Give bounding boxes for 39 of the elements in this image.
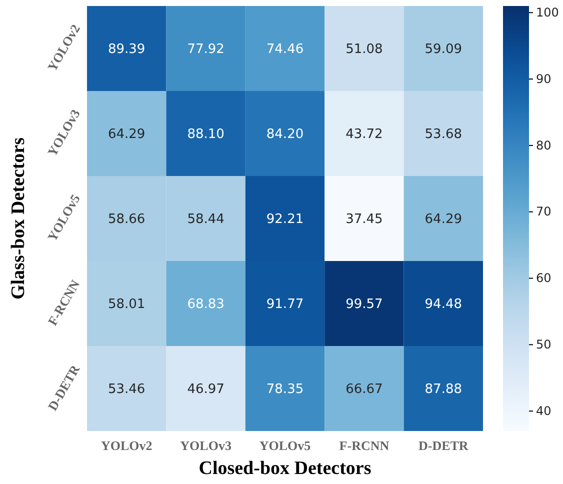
color-bar-label: 60	[536, 271, 552, 286]
data-label: 64.29	[108, 127, 146, 142]
x-tick-label: YOLOv3	[180, 438, 232, 454]
data-label: 87.88	[424, 382, 462, 398]
data-label: 92.21	[266, 212, 304, 228]
y-axis-title: Glass-box Detectors	[8, 138, 29, 300]
color-bar-label: 100	[536, 5, 559, 20]
data-label: 78.35	[266, 382, 304, 398]
color-bar-label: 90	[536, 72, 552, 86]
data-label: 58.66	[108, 212, 146, 228]
data-label: 46.97	[187, 382, 224, 398]
color-bar-label: 50	[536, 338, 552, 352]
data-label: 99.57	[346, 297, 383, 312]
x-axis-title: Closed-box Detectors	[198, 458, 372, 479]
x-tick-label: F-RCNN	[339, 438, 390, 454]
data-label: 91.77	[266, 297, 304, 312]
data-label: 88.10	[187, 127, 224, 142]
data-label: 37.45	[346, 212, 383, 228]
color-bar-label: 40	[536, 404, 552, 418]
data-label: 64.29	[424, 212, 462, 228]
data-label: 84.20	[266, 127, 304, 142]
x-tick-label: YOLOv2	[100, 438, 152, 454]
color-bar-label: 70	[536, 204, 552, 219]
data-label: 53.46	[108, 382, 146, 398]
data-label: 53.68	[424, 127, 462, 142]
data-label: 94.48	[424, 297, 462, 312]
x-tick-label: YOLOv5	[259, 438, 312, 454]
data-label: 89.39	[108, 42, 146, 58]
color-bar-label: 80	[536, 138, 552, 152]
data-label: 59.09	[424, 42, 462, 58]
x-tick-label: D-DETR	[418, 438, 469, 454]
data-label: 51.08	[346, 42, 383, 58]
data-label: 74.46	[266, 42, 304, 58]
data-label: 77.92	[187, 42, 224, 58]
data-label: 68.83	[187, 297, 224, 312]
data-label: 58.01	[108, 297, 146, 312]
data-label: 66.67	[346, 382, 383, 398]
data-label: 58.44	[187, 212, 224, 228]
data-label: 43.72	[346, 127, 383, 142]
